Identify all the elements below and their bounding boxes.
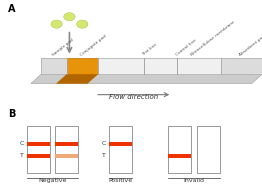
Bar <box>55 142 78 146</box>
Text: Absorbent pad: Absorbent pad <box>239 34 262 57</box>
Bar <box>55 126 78 173</box>
Text: Positive: Positive <box>109 178 133 183</box>
Bar <box>168 126 191 173</box>
Polygon shape <box>41 58 262 74</box>
Text: C: C <box>20 141 24 146</box>
Circle shape <box>77 20 88 28</box>
Circle shape <box>64 13 75 21</box>
Text: C: C <box>102 141 106 146</box>
Text: T: T <box>102 153 106 158</box>
Text: B: B <box>8 109 15 119</box>
Text: Negative: Negative <box>39 178 67 183</box>
Bar <box>27 142 50 146</box>
Polygon shape <box>41 58 67 74</box>
Circle shape <box>51 20 62 28</box>
Bar <box>196 126 220 173</box>
Text: A: A <box>8 4 15 14</box>
Polygon shape <box>221 58 262 74</box>
Bar <box>168 154 191 158</box>
Text: Flow direction: Flow direction <box>109 94 158 100</box>
Text: Test line: Test line <box>141 42 158 57</box>
Text: T: T <box>20 153 24 158</box>
Bar <box>109 126 132 173</box>
Polygon shape <box>57 74 98 84</box>
Bar <box>55 154 78 158</box>
Bar <box>109 142 132 146</box>
Polygon shape <box>98 58 221 74</box>
Polygon shape <box>31 74 262 84</box>
Bar <box>27 126 50 173</box>
Text: Sample pad: Sample pad <box>52 37 74 57</box>
Text: Control line: Control line <box>175 38 197 57</box>
Text: Nitrocellulose membrane: Nitrocellulose membrane <box>190 20 236 57</box>
Text: Invalid: Invalid <box>183 178 204 183</box>
Bar <box>27 154 50 158</box>
Polygon shape <box>67 58 98 74</box>
Text: Conjugate pad: Conjugate pad <box>80 34 107 57</box>
